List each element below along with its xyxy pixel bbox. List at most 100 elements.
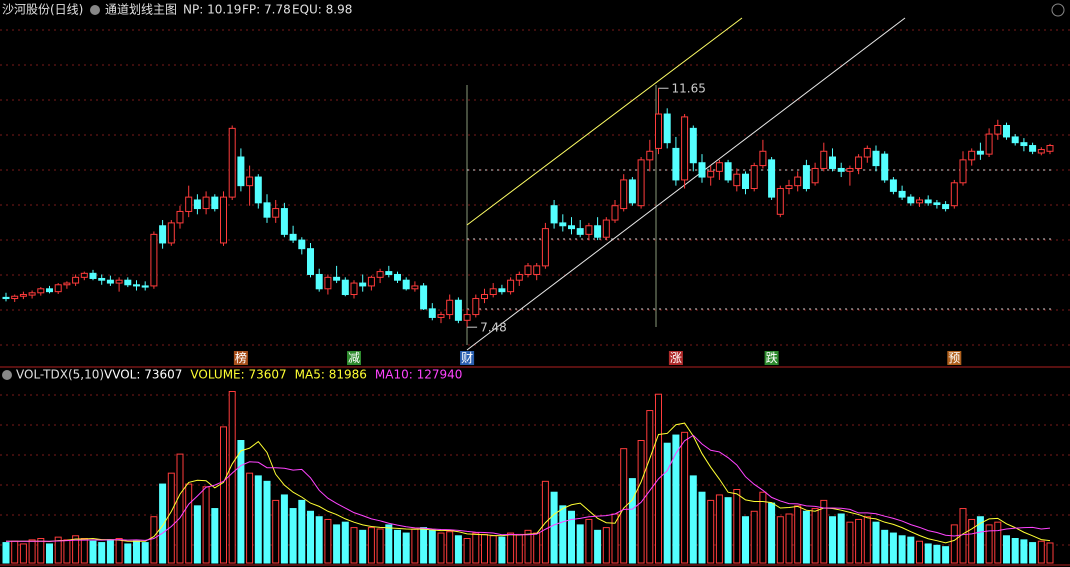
candle-body — [916, 199, 923, 204]
candle-body — [72, 276, 80, 284]
volume-bar — [394, 529, 401, 564]
event-label: 榜 — [235, 350, 247, 365]
panel-menu[interactable] — [1051, 3, 1065, 17]
candle-body — [637, 159, 645, 207]
candle-body — [11, 295, 19, 300]
volume-bar — [1037, 540, 1045, 564]
volume-bar — [220, 426, 227, 564]
candle-body — [211, 196, 219, 210]
volume-bar — [359, 529, 367, 564]
volume-bar — [602, 527, 610, 564]
low-label: 7.48 — [480, 321, 507, 335]
header: 沙河股份(日线) 通道划线主图 NP: 10.19 FP: 7.78 EQU: … — [2, 3, 1065, 382]
ma-line — [6, 434, 1051, 542]
vol-icon[interactable] — [2, 370, 12, 380]
volume-bar — [1029, 542, 1037, 564]
candle-body — [724, 162, 732, 181]
candle-body — [585, 225, 593, 235]
event-label: 涨 — [670, 350, 682, 365]
event-badge — [347, 351, 361, 365]
legend-entry: VVOL: 73607 — [104, 368, 182, 382]
candle-body — [689, 127, 697, 164]
candle-body — [863, 147, 871, 158]
volume-bar — [985, 524, 993, 564]
candle-body — [759, 150, 767, 167]
candle-body — [254, 176, 262, 204]
volume-bar — [280, 494, 288, 564]
candle-body — [46, 288, 53, 293]
volume-bar — [133, 540, 140, 564]
volume-bar — [707, 499, 715, 564]
candle-body — [167, 222, 175, 244]
volume-bar — [2, 542, 10, 564]
volume-bar — [829, 516, 836, 564]
volume-bar — [307, 510, 314, 564]
candle-body — [307, 248, 314, 275]
volume-bar — [80, 538, 88, 564]
volume-bar — [976, 516, 984, 564]
volume-bar — [54, 536, 62, 564]
volume-bar — [724, 497, 732, 564]
candle-body — [202, 196, 210, 210]
channel-lower — [466, 17, 906, 351]
volume-bar — [524, 529, 532, 564]
volume-bar — [315, 516, 323, 564]
volume-bar — [898, 535, 906, 564]
candle-body — [28, 292, 36, 296]
candle-body — [54, 284, 62, 293]
candle-body — [472, 298, 480, 316]
volume-bar — [246, 472, 254, 564]
candle-body — [776, 188, 784, 215]
header-value: FP: 7.78 — [242, 3, 291, 17]
volume-bar — [272, 499, 280, 564]
candle-body — [1020, 142, 1028, 147]
volume-bar — [994, 521, 1002, 564]
candle-body — [968, 150, 976, 161]
volume-bar — [811, 508, 819, 564]
volume-bar — [837, 513, 845, 564]
volume-bar — [776, 516, 784, 564]
volume-bar — [454, 535, 462, 564]
vol-title: VOL-TDX(5,10) — [16, 368, 104, 382]
candle-body — [454, 299, 462, 321]
candle-body — [646, 150, 654, 161]
volume-bar — [124, 543, 132, 564]
volume-bar — [63, 539, 71, 564]
candle-body — [124, 279, 132, 286]
candle-body — [176, 210, 184, 224]
volume-bar — [237, 440, 245, 564]
candle-body — [837, 167, 845, 172]
candle-body — [768, 159, 776, 198]
volume-bar — [855, 518, 863, 564]
volume-bar — [1011, 538, 1019, 564]
volume-bar — [881, 529, 889, 564]
volume-bar — [933, 544, 941, 564]
volume-bar — [376, 528, 384, 564]
volume-bar — [28, 539, 36, 564]
legend-entry: MA10: 127940 — [375, 368, 463, 382]
volume-bar — [89, 540, 97, 564]
candle-body — [785, 185, 793, 190]
channel-drawing — [466, 17, 1055, 351]
volume-bar — [437, 532, 445, 564]
volume-bar — [46, 543, 53, 564]
candle-body — [672, 147, 680, 181]
volume-bar — [420, 527, 428, 564]
volume-bar — [924, 543, 932, 564]
candle-body — [898, 190, 906, 198]
header-icon[interactable] — [90, 5, 100, 15]
candle-body — [855, 156, 863, 169]
volume-bar — [863, 516, 871, 564]
candle-body — [628, 179, 636, 204]
volume-bar — [289, 508, 297, 564]
candle-body — [559, 222, 567, 227]
candle-body — [19, 294, 27, 297]
candle-body — [742, 173, 749, 190]
volume-bar — [141, 542, 149, 564]
candle-body — [602, 219, 610, 238]
volume-bar — [681, 431, 689, 564]
header-value: EQU: 8.98 — [292, 3, 352, 17]
volume-bar — [733, 489, 741, 564]
volume-bar — [176, 453, 184, 564]
